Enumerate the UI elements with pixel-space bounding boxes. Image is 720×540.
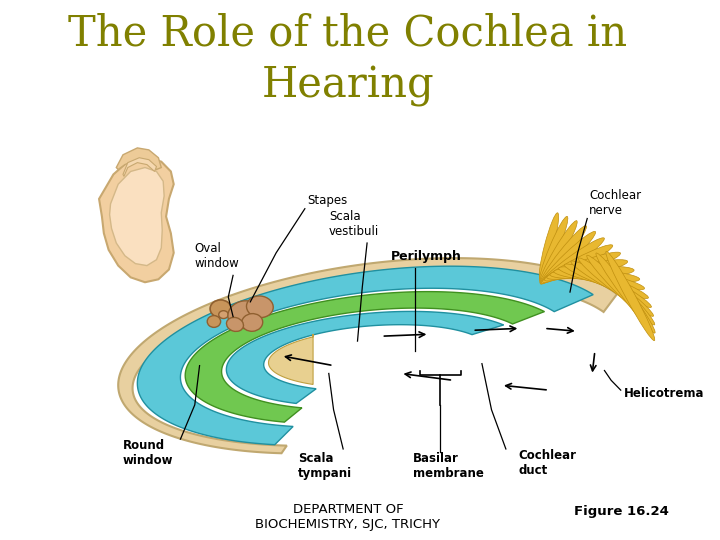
Ellipse shape (539, 217, 568, 281)
Ellipse shape (228, 301, 261, 328)
Ellipse shape (543, 245, 613, 282)
Ellipse shape (571, 261, 652, 307)
Text: The Role of the Cochlea in
Hearing: The Role of the Cochlea in Hearing (68, 12, 628, 107)
Ellipse shape (540, 226, 587, 284)
Polygon shape (123, 158, 156, 177)
Polygon shape (269, 334, 313, 384)
Ellipse shape (207, 315, 220, 327)
Ellipse shape (596, 253, 655, 333)
Polygon shape (185, 292, 544, 422)
Ellipse shape (559, 267, 644, 290)
Ellipse shape (227, 318, 243, 332)
Text: Round
window: Round window (123, 439, 174, 467)
Ellipse shape (564, 264, 649, 299)
Text: Stapes: Stapes (307, 194, 347, 207)
Ellipse shape (578, 258, 654, 316)
Polygon shape (99, 158, 174, 282)
Ellipse shape (554, 268, 639, 282)
Text: Basilar
membrane: Basilar membrane (413, 452, 484, 480)
Ellipse shape (219, 310, 228, 319)
Ellipse shape (242, 314, 263, 332)
Ellipse shape (606, 251, 654, 341)
Ellipse shape (550, 266, 634, 279)
Ellipse shape (246, 296, 274, 318)
Text: Cochlear
duct: Cochlear duct (518, 449, 576, 477)
Ellipse shape (587, 255, 654, 325)
Ellipse shape (539, 213, 559, 279)
Text: Cochlear
nerve: Cochlear nerve (589, 188, 642, 217)
Ellipse shape (210, 300, 231, 318)
Text: Scala
vestibuli: Scala vestibuli (329, 210, 379, 238)
Ellipse shape (546, 260, 628, 279)
Text: Perilymph: Perilymph (391, 249, 462, 262)
Ellipse shape (541, 238, 604, 284)
Polygon shape (226, 312, 503, 403)
Polygon shape (138, 266, 593, 445)
Ellipse shape (544, 252, 621, 281)
Polygon shape (118, 258, 617, 453)
Ellipse shape (540, 221, 577, 283)
Text: Figure 16.24: Figure 16.24 (574, 505, 669, 518)
Polygon shape (117, 148, 161, 170)
Text: Helicotrema: Helicotrema (624, 387, 704, 400)
Text: Scala
tympani: Scala tympani (298, 452, 352, 480)
Text: DEPARTMENT OF
BIOCHEMISTRY, SJC, TRICHY: DEPARTMENT OF BIOCHEMISTRY, SJC, TRICHY (256, 503, 441, 531)
Polygon shape (109, 167, 164, 266)
Text: Oval
window: Oval window (195, 241, 240, 269)
Ellipse shape (541, 232, 595, 284)
